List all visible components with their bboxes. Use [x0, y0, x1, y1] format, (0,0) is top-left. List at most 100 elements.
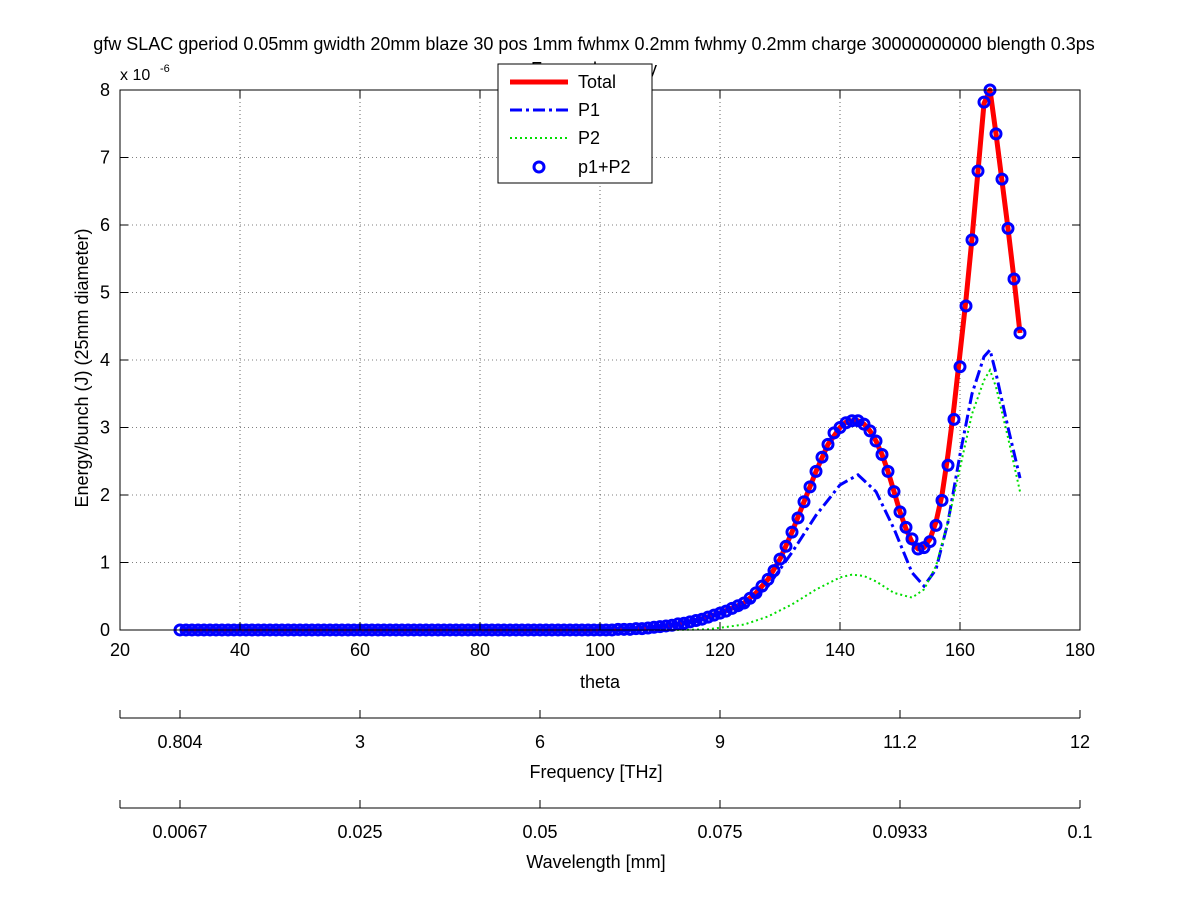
axis-ticks: 20 40 60 80 100 120 140 160 180 0 1 2 3 4 5 6 7 8	[100, 80, 1095, 660]
series-sum-point	[1001, 221, 1015, 235]
series-sum-point	[869, 434, 883, 448]
series-sum-point	[887, 485, 901, 499]
wavelength-axis-tick-label: 0.075	[697, 822, 742, 842]
series-sum-point	[677, 616, 691, 630]
series-sum-point	[767, 564, 781, 578]
series-sum-point	[821, 437, 835, 451]
series-sum-point	[707, 608, 721, 622]
series-layer	[173, 83, 1027, 637]
wavelength-axis-tick-label: 0.0067	[152, 822, 207, 842]
x-tick-label: 40	[230, 640, 250, 660]
series-sum-point	[701, 610, 715, 624]
series-sum-point	[839, 416, 853, 430]
series-sum-point	[611, 622, 625, 636]
frequency-axis-tick-label: 6	[535, 732, 545, 752]
y-axis-label: Energy/bunch (J) (25mm diameter)	[72, 228, 92, 507]
series-total-line	[180, 87, 1023, 633]
legend-label-total: Total	[578, 72, 616, 92]
series-sum-point	[929, 518, 943, 532]
series-sum-point	[845, 414, 859, 428]
series-sum-point	[617, 622, 631, 636]
series-sum-point	[797, 495, 811, 509]
frequency-axis-tick-label: 11.2	[883, 732, 917, 752]
wavelength-axis-label: Wavelength [mm]	[526, 852, 665, 872]
legend-label-p1: P1	[578, 100, 600, 120]
chart-title: gfw SLAC gperiod 0.05mm gwidth 20mm blaz…	[93, 34, 1095, 54]
series-sum-point	[899, 520, 913, 534]
x-tick-label: 140	[825, 640, 855, 660]
secondary-axes: 0.804 3 6 9 11.2 12 Frequency [THz] 0.0067 0.025…	[119, 710, 1093, 872]
frequency-axis-tick-label: 12	[1070, 732, 1090, 752]
y-exponent-label: x 10	[120, 67, 150, 84]
series-sum-point	[1007, 272, 1021, 286]
series-sum-point	[995, 172, 1009, 186]
y-tick-label: 7	[100, 148, 110, 168]
series-sum-point	[923, 535, 937, 549]
series-sum-point	[641, 621, 655, 635]
series-sum-point	[905, 532, 919, 546]
series-sum-point	[863, 424, 877, 438]
series-sum-point	[803, 480, 817, 494]
series-sum-point	[809, 464, 823, 478]
series-sum-point	[959, 299, 973, 313]
wavelength-axis-tick-label: 0.05	[522, 822, 557, 842]
series-sum-point	[671, 617, 685, 631]
y-tick-label: 4	[100, 350, 110, 370]
wavelength-axis-tick-label: 0.1	[1067, 822, 1092, 842]
series-sum-point	[761, 572, 775, 586]
wavelength-axis-tick-label: 0.0933	[872, 822, 927, 842]
series-sum-point	[965, 233, 979, 247]
series-sum-point	[653, 620, 667, 634]
series-sum-point	[683, 615, 697, 629]
series-sum-point	[977, 95, 991, 109]
series-sum-point	[629, 622, 643, 636]
series-sum-point	[779, 539, 793, 553]
y-exponent-power: -6	[160, 63, 170, 75]
x-tick-label: 100	[585, 640, 615, 660]
series-sum-point	[785, 525, 799, 539]
series-sum-point	[941, 458, 955, 472]
series-sum-point	[659, 619, 673, 633]
legend-swatch-sum	[532, 160, 546, 174]
series-sum-point	[815, 450, 829, 464]
series-sum-point	[1013, 326, 1027, 340]
series-sum-point	[623, 622, 637, 636]
series-sum-point	[881, 464, 895, 478]
series-sum-point	[773, 552, 787, 566]
y-tick-label: 6	[100, 215, 110, 235]
legend-label-p2: P2	[578, 128, 600, 148]
series-sum-point	[989, 127, 1003, 141]
x-axis-label: theta	[580, 672, 621, 692]
frequency-axis-tick-label: 9	[715, 732, 725, 752]
frequency-axis-label: Frequency [THz]	[529, 762, 662, 782]
x-tick-label: 20	[110, 640, 130, 660]
series-sum-point	[689, 614, 703, 628]
x-tick-label: 60	[350, 640, 370, 660]
x-tick-label: 80	[470, 640, 490, 660]
series-sum-point	[953, 360, 967, 374]
y-tick-label: 1	[100, 553, 110, 573]
frequency-axis-tick-label: 0.804	[157, 732, 202, 752]
y-tick-label: 0	[100, 620, 110, 640]
frequency-axis-tick-label: 3	[355, 732, 365, 752]
series-sum-point	[875, 448, 889, 461]
series-sum-point	[893, 505, 907, 519]
series-sum-point	[713, 606, 727, 620]
series-p2-line	[671, 367, 1021, 631]
legend-label-sum: p1+P2	[578, 157, 631, 177]
series-sum-point	[971, 164, 985, 178]
wavelength-axis-tick-label: 0.025	[337, 822, 382, 842]
series-sum-point	[695, 612, 709, 626]
y-tick-label: 8	[100, 80, 110, 100]
series-sum-point	[635, 622, 649, 636]
x-tick-label: 180	[1065, 640, 1095, 660]
series-sum-point	[935, 493, 949, 507]
legend: Total P1 P2 p1+P2	[497, 63, 653, 184]
y-tick-label: 2	[100, 485, 110, 505]
series-sum-point	[947, 412, 961, 426]
x-tick-label: 120	[705, 640, 735, 660]
x-tick-label: 160	[945, 640, 975, 660]
series-sum-point	[647, 620, 661, 634]
series-sum-point	[791, 511, 805, 525]
